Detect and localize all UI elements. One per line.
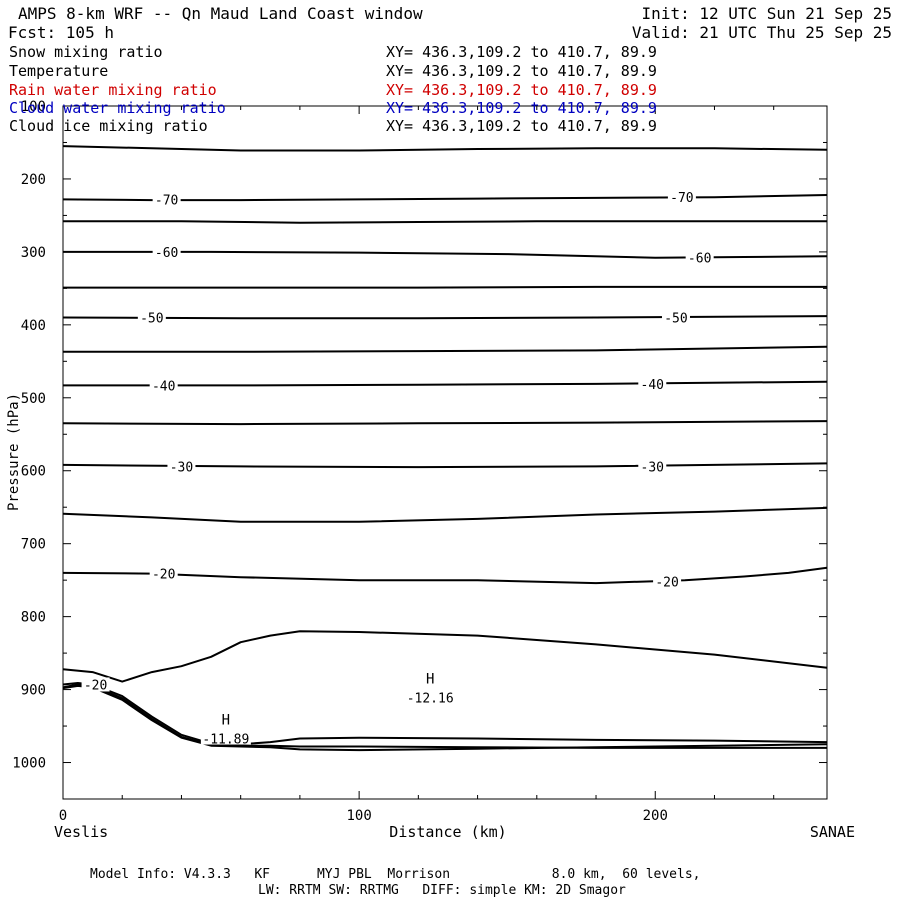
y-tick-label: 100 [21,99,46,115]
contour-line [63,220,827,224]
legend-label-rain: Rain water mixing ratio [9,81,217,99]
x-tick-label: 200 [643,808,668,824]
contour-label: -20 [84,678,107,693]
contour-line [62,145,828,152]
model-info-line1: Model Info: V4.3.3 KF MYJ PBL Morrison 8… [90,867,700,882]
contour-label: -70 [155,193,178,208]
x-axis-title: Distance (km) [389,823,506,841]
contour-label-bg [149,378,178,393]
contour-label: -30 [170,460,193,475]
contour-line [63,250,828,259]
y-tick-label: 400 [21,318,46,334]
legend-label-temperature: Temperature [9,62,108,80]
contour-label: -50 [140,312,163,327]
contour-label-bg [149,566,178,581]
contour-label: -60 [155,246,178,261]
contour-label: -70 [670,191,693,206]
contour-line [63,380,828,387]
y-tick-label: 800 [21,610,46,626]
contour-label-bg [653,574,682,589]
contour-label-bg [137,310,166,325]
temperature-contours [62,145,828,752]
chart-title: AMPS 8-km WRF -- Qn Maud Land Coast wind… [18,4,423,23]
forecast-hour: Fcst: 105 h [8,23,114,42]
contour-line [62,315,828,320]
x-tick-label: 100 [346,808,371,824]
init-time: Init: 12 UTC Sun 21 Sep 25 [642,4,892,23]
axis-ticks [62,105,827,800]
y-tick-label: 200 [21,172,46,188]
x-start-label: Veslis [54,823,108,841]
contour-label-bg [685,250,714,265]
contour-line [63,345,828,353]
x-tick-label: 0 [59,808,67,824]
y-tick-label: 500 [21,391,46,407]
contour-label-bg [661,310,690,325]
y-axis-title: Pressure (hPa) [6,393,22,511]
contour-label: -40 [641,378,664,393]
extremum-value: -11.89 [202,733,249,748]
contour-label-bg [81,677,110,692]
legend-xy-cloud-ice: XY= 436.3,109.2 to 410.7, 89.9 [386,117,657,135]
contour-label-bg [638,376,667,391]
legend-xy-cloud-water: XY= 436.3,109.2 to 410.7, 89.9 [386,99,657,117]
contour-label: -40 [152,379,175,394]
contour-line [62,630,828,683]
contour-line [62,506,828,523]
contour-line [63,285,827,289]
contour-label: -30 [641,460,664,475]
contour-label: -60 [688,252,711,267]
legend-xy-temperature: XY= 436.3,109.2 to 410.7, 89.9 [386,62,657,80]
extremum-value: -12.16 [407,692,454,707]
y-tick-label: 600 [21,464,46,480]
contour-label: -20 [152,568,175,583]
contour-label-bg [667,190,696,205]
y-tick-label: 300 [21,245,46,261]
legend-label-snow: Snow mixing ratio [9,43,163,61]
contour-label-bg [152,192,181,207]
axis-tick-labels: 100 200 300 400 500 600 700 800 900 1000 0 100 200 [12,99,668,824]
extremum-symbol: H [426,672,434,688]
y-tick-label: 700 [21,537,46,553]
y-tick-label: 900 [21,683,46,699]
x-end-label: SANAE [810,823,855,841]
extremum-symbol: H [222,713,230,729]
model-info-line2: LW: RRTM SW: RRTMG DIFF: simple KM: 2D S… [258,883,626,898]
extremum-value-bg [200,731,251,745]
contour-label-bg [167,459,196,474]
contour-line [62,566,828,585]
y-tick-label: 1000 [12,756,46,772]
legend-label-cloud-ice: Cloud ice mixing ratio [9,117,208,135]
extremum-value-bg [405,690,456,704]
legend-xy-snow: XY= 436.3,109.2 to 410.7, 89.9 [386,43,657,61]
legend-xy-rain: XY= 436.3,109.2 to 410.7, 89.9 [386,81,657,99]
contour-labels: -70 -70 -60 -60 -50 -50 -40 -40 -30 -30 -20 -20 -20 [81,190,714,693]
plot-frame [62,105,828,800]
legend: Snow mixing ratio XY= 436.3,109.2 to 410… [9,43,657,135]
contour-line [62,420,828,426]
extrema-markers: H -12.16 H -11.89 [200,672,456,748]
contour-label-bg [638,459,667,474]
contour-label: -50 [664,312,687,327]
legend-label-cloud-water: Cloud water mixing ratio [9,99,226,117]
contour-label: -20 [655,576,678,591]
contour-label-bg [152,244,181,259]
valid-time: Valid: 21 UTC Thu 25 Sep 25 [632,23,892,42]
contour-line [62,684,828,752]
